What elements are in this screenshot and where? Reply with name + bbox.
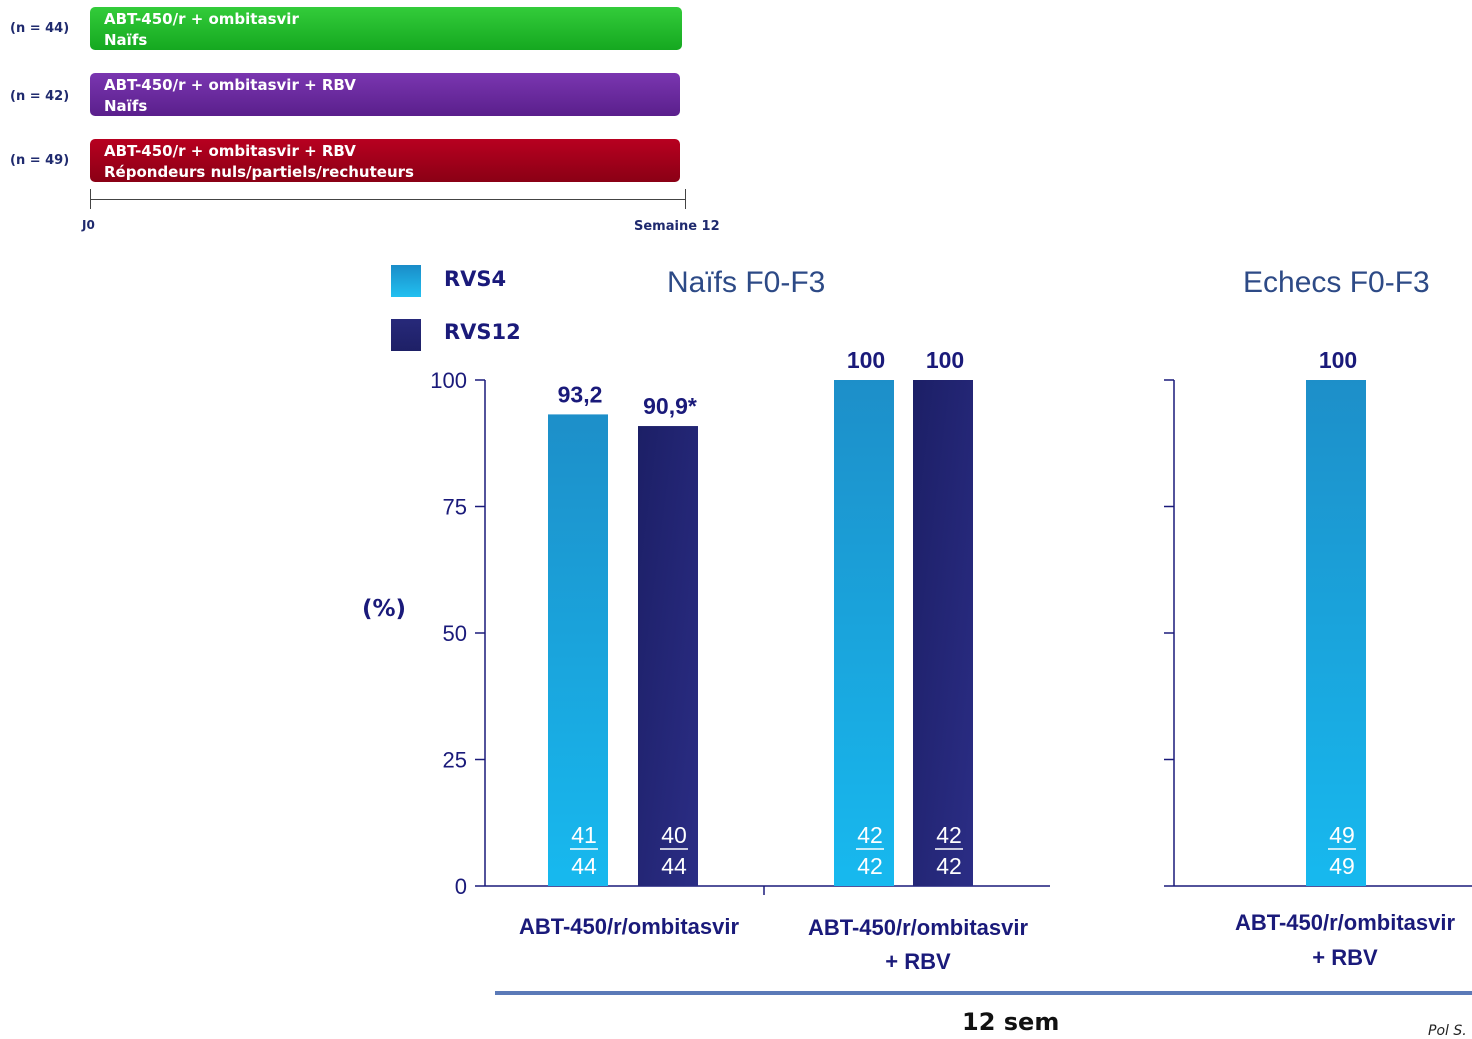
data-label-1-0-0: 100 — [1319, 347, 1357, 373]
timeline-tick-end — [685, 189, 686, 209]
fraction-num-1-0-0: 49 — [1329, 822, 1355, 848]
group-label-1-0-1: + RBV — [1312, 945, 1378, 970]
y-tick-label-100: 100 — [430, 368, 467, 393]
y-tick-label-25: 25 — [443, 748, 467, 773]
group-label-0-1-0: ABT-450/r/ombitasvir — [808, 915, 1029, 940]
arm-bar-3: ABT-450/r + ombitasvir + RBV Répondeurs … — [90, 139, 680, 182]
arm-n-3: (n = 49) — [10, 153, 70, 168]
fraction-den-0-0-0: 44 — [571, 853, 597, 879]
group-label-1-0-0: ABT-450/r/ombitasvir — [1235, 910, 1456, 935]
bar-0-1-rvs4 — [834, 380, 894, 886]
legend-swatch-rvs4 — [391, 265, 421, 297]
group-label-0-1-1: + RBV — [885, 949, 951, 974]
fraction-num-0-0-1: 40 — [661, 822, 687, 848]
citation: Pol S. — [1428, 1023, 1467, 1039]
fraction-num-0-0-0: 41 — [571, 822, 597, 848]
data-label-0-1-1: 100 — [926, 347, 964, 373]
arm-bar-1-line1: ABT-450/r + ombitasvir — [104, 10, 299, 28]
timeline-start-label: J0 — [82, 218, 95, 232]
panel-title-naifs: Naïfs F0-F3 — [667, 266, 826, 299]
arm-n-1: (n = 44) — [10, 21, 70, 36]
arm-bar-2-line1: ABT-450/r + ombitasvir + RBV — [104, 76, 356, 94]
fraction-den-1-0-0: 49 — [1329, 853, 1355, 879]
arm-n-2: (n = 42) — [10, 89, 70, 104]
arm-bar-3-line2: Répondeurs nuls/partiels/rechuteurs — [104, 163, 414, 181]
y-tick-label-50: 50 — [443, 621, 467, 646]
y-tick-label-75: 75 — [443, 495, 467, 520]
bar-1-0-rvs4 — [1306, 380, 1366, 886]
legend-label-rvs12: RVS12 — [444, 320, 521, 344]
arm-bar-3-line1: ABT-450/r + ombitasvir + RBV — [104, 142, 356, 160]
arm-bar-2-line2: Naïfs — [104, 97, 148, 115]
timeline-tick-start — [90, 189, 91, 209]
fraction-num-0-1-1: 42 — [936, 822, 962, 848]
arm-bar-1-line2: Naïfs — [104, 31, 148, 49]
arm-bar-2: ABT-450/r + ombitasvir + RBV Naïfs — [90, 73, 680, 116]
fraction-den-0-0-1: 44 — [661, 853, 687, 879]
fraction-den-0-1-0: 42 — [857, 853, 883, 879]
timeline-end-label: Semaine 12 — [634, 219, 720, 234]
footer-duration: 12 sem — [962, 1008, 1060, 1036]
panel-title-echecs: Echecs F0-F3 — [1243, 266, 1430, 299]
data-label-0-0-0: 93,2 — [558, 381, 603, 407]
legend-label-rvs4: RVS4 — [444, 267, 507, 291]
fraction-den-0-1-1: 42 — [936, 853, 962, 879]
data-label-0-1-0: 100 — [847, 347, 885, 373]
data-label-0-0-1: 90,9* — [643, 393, 697, 419]
bar-0-1-rvs12 — [913, 380, 973, 886]
bar-0-0-rvs12 — [638, 426, 698, 886]
footer-line — [495, 991, 1472, 995]
bar-0-0-rvs4 — [548, 414, 608, 886]
y-axis-label: (%) — [362, 596, 407, 622]
group-label-0-0-0: ABT-450/r/ombitasvir — [519, 914, 740, 939]
y-tick-label-0: 0 — [455, 874, 467, 899]
arm-bar-1: ABT-450/r + ombitasvir Naïfs — [90, 7, 682, 50]
legend-swatch-rvs12 — [391, 319, 421, 351]
timeline-axis — [90, 199, 686, 200]
fraction-num-0-1-0: 42 — [857, 822, 883, 848]
